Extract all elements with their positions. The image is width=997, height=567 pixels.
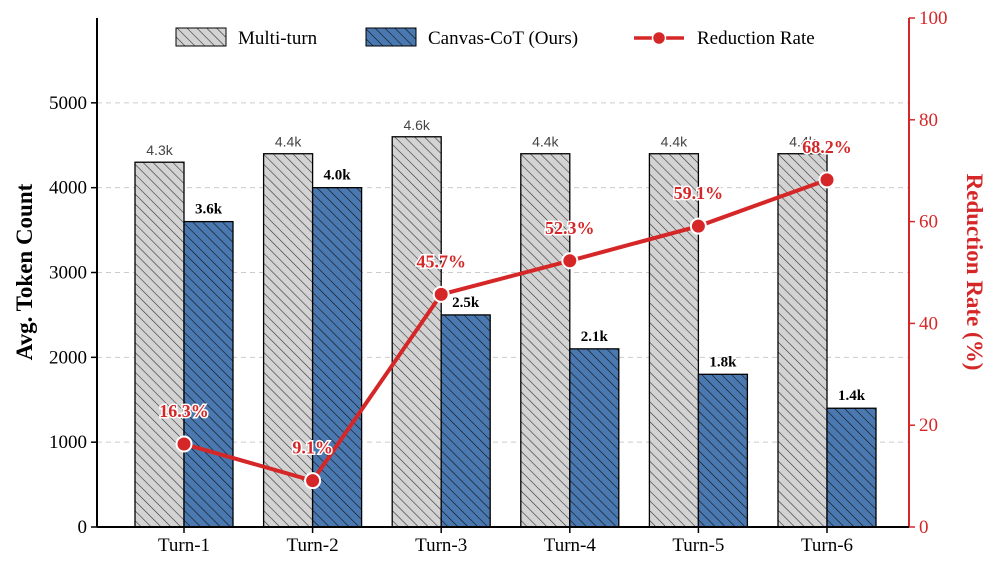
y-tick-label-1000: 1000 xyxy=(49,432,87,453)
bar-canvas-cot-3 xyxy=(440,314,491,528)
legend-label-canvas-cot: Canvas-CoT (Ours) xyxy=(428,28,578,49)
series-canvas-cot xyxy=(183,187,877,528)
legend-label-multi-turn: Multi-turn xyxy=(238,28,318,49)
reduction-rate-label-4: 52.3% xyxy=(545,218,595,238)
y-tick-label-4000: 4000 xyxy=(49,178,87,199)
reduction-rate-label-3: 45.7% xyxy=(416,251,466,271)
reduction-rate-point-2 xyxy=(304,472,322,490)
bar-label-multi-turn-2: 4.4k xyxy=(275,134,302,150)
series-reduction-rate: 16.3% 9.1% 45.7% 52.3% 59.1% 68.2% xyxy=(158,135,853,490)
bar-label-multi-turn-4: 4.4k xyxy=(532,134,559,150)
bar-canvas-cot-5 xyxy=(697,373,749,528)
y-ticks-right: 0 20 40 60 80 100 xyxy=(909,8,948,538)
reduction-rate-line xyxy=(183,177,828,483)
bar-label-multi-turn-5: 4.4k xyxy=(661,134,688,150)
reduction-rate-point-4 xyxy=(561,252,579,270)
reduction-rate-point-6 xyxy=(818,171,836,189)
reduction-rate-point-1 xyxy=(175,435,193,453)
y2-tick-label-40: 40 xyxy=(919,313,938,334)
x-ticks: Turn-1 Turn-2 Turn-3 Turn-4 Turn-5 Turn-6 xyxy=(158,527,853,556)
series-multi-turn xyxy=(134,136,828,528)
x-tick-label-3: Turn-3 xyxy=(415,535,467,556)
reduction-rate-label-6: 68.2% xyxy=(802,137,852,157)
legend: Multi-turn Canvas-CoT (Ours) Reduction R… xyxy=(175,27,815,49)
bar-canvas-cot-4 xyxy=(569,348,620,528)
bar-multi-turn-4 xyxy=(520,153,571,528)
bar-label-multi-turn-1: 4.3k xyxy=(146,142,173,158)
reduction-rate-point-5 xyxy=(689,217,707,235)
bar-canvas-cot-6 xyxy=(826,407,877,528)
x-tick-label-2: Turn-2 xyxy=(287,535,339,556)
y2-tick-label-20: 20 xyxy=(919,415,938,436)
y-axis-title: Avg. Token Count xyxy=(12,183,37,360)
reduction-rate-label-5: 59.1% xyxy=(674,183,724,203)
x-tick-label-5: Turn-5 xyxy=(672,535,724,556)
y2-tick-label-80: 80 xyxy=(919,110,938,131)
bar-multi-turn-2 xyxy=(262,153,314,528)
legend-marker-reduction-rate xyxy=(651,30,667,46)
y-ticks-left: 0 1000 2000 3000 4000 5000 xyxy=(49,93,97,538)
bar-canvas-cot-1 xyxy=(183,220,234,528)
bar-label-canvas-cot-4: 2.1k xyxy=(581,329,609,345)
y-tick-label-2000: 2000 xyxy=(49,347,87,368)
bar-label-canvas-cot-3: 2.5k xyxy=(452,295,480,311)
bar-label-multi-turn-6: 4.4k xyxy=(789,134,816,150)
y-tick-label-0: 0 xyxy=(78,517,88,538)
y-tick-label-3000: 3000 xyxy=(49,263,87,284)
bar-canvas-cot-2 xyxy=(311,187,363,528)
x-tick-label-1: Turn-1 xyxy=(158,535,210,556)
bar-label-canvas-cot-2: 4.0k xyxy=(324,168,352,184)
y-tick-label-5000: 5000 xyxy=(49,93,87,114)
reduction-rate-label-2: 9.1% xyxy=(292,438,333,458)
bar-multi-turn-5 xyxy=(648,153,700,528)
y2-tick-label-60: 60 xyxy=(919,212,938,233)
bar-label-canvas-cot-5: 1.8k xyxy=(709,354,737,370)
reduction-rate-point-3 xyxy=(432,285,450,303)
legend-swatch-canvas-cot xyxy=(365,27,417,47)
bar-label-multi-turn-3: 4.6k xyxy=(403,117,430,133)
legend-swatch-multi-turn xyxy=(175,27,227,47)
bar-multi-turn-6 xyxy=(777,153,828,528)
x-tick-label-6: Turn-6 xyxy=(801,535,853,556)
y2-axis-title: Reduction Rate (%) xyxy=(962,174,987,371)
x-tick-label-4: Turn-4 xyxy=(544,535,597,556)
legend-label-reduction-rate: Reduction Rate xyxy=(697,28,815,49)
bar-label-canvas-cot-1: 3.6k xyxy=(195,202,223,218)
reduction-rate-label-1: 16.3% xyxy=(159,401,209,421)
bar-multi-turn-1 xyxy=(134,161,185,528)
bar-labels: 4.3k 3.6k 4.4k 4.0k 4.6k 2.5k 4.4k 2.1k 4.4k 1.8k… xyxy=(146,117,865,404)
bar-label-canvas-cot-6: 1.4k xyxy=(838,388,866,404)
y2-tick-label-100: 100 xyxy=(919,8,948,29)
y2-tick-label-0: 0 xyxy=(919,517,929,538)
